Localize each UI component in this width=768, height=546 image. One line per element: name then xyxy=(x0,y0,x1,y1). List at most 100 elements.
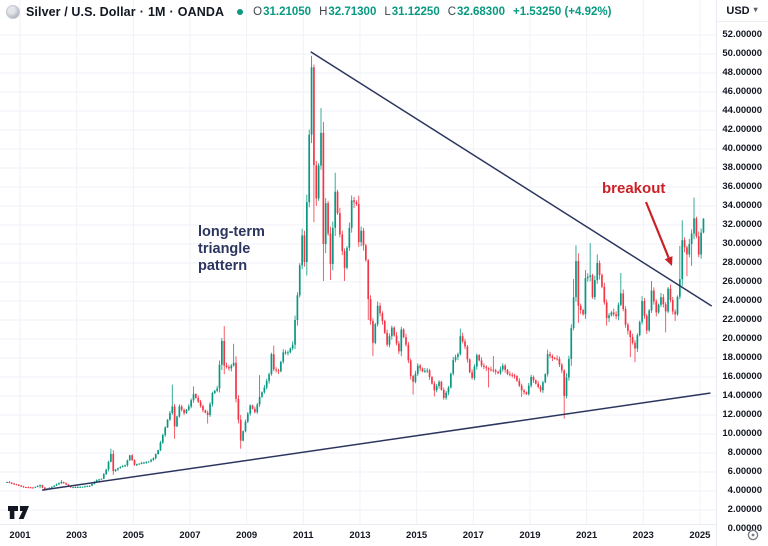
candle xyxy=(466,344,469,363)
candle xyxy=(29,486,32,489)
candle xyxy=(438,380,440,389)
candle xyxy=(313,64,315,223)
candle xyxy=(72,486,74,489)
candle xyxy=(110,448,112,463)
candle xyxy=(568,355,570,381)
candle xyxy=(86,485,89,488)
candle xyxy=(445,390,447,400)
year-tick-label: 2021 xyxy=(576,530,598,541)
candle xyxy=(688,238,691,258)
candle xyxy=(615,311,617,320)
candle xyxy=(202,404,204,413)
price-tick-label: 38.00000 xyxy=(722,162,762,173)
candle xyxy=(102,473,105,480)
year-tick-label: 2025 xyxy=(689,530,711,541)
candle xyxy=(183,408,185,416)
candle xyxy=(697,231,700,258)
candle xyxy=(180,404,183,412)
candle xyxy=(58,482,60,485)
candle xyxy=(575,245,577,302)
currency-label: USD xyxy=(726,4,750,17)
candle xyxy=(246,411,249,424)
candle xyxy=(686,245,688,277)
candle xyxy=(464,338,466,350)
candle xyxy=(603,282,606,305)
candle xyxy=(176,415,178,428)
year-tick-label: 2015 xyxy=(406,530,428,541)
candle xyxy=(8,481,11,484)
candle xyxy=(534,379,537,385)
candle xyxy=(159,440,162,452)
candle xyxy=(74,486,77,489)
candle xyxy=(624,306,627,328)
candle xyxy=(414,370,417,384)
candle xyxy=(289,347,292,354)
candle xyxy=(360,226,362,247)
candle xyxy=(308,129,311,208)
candle xyxy=(622,289,625,312)
candle xyxy=(32,487,34,489)
candle xyxy=(53,485,56,487)
candle xyxy=(331,221,334,271)
candle xyxy=(100,478,103,480)
symbol-title[interactable]: Silver / U.S. Dollar · 1M · OANDA xyxy=(26,5,224,19)
candle xyxy=(284,349,287,355)
candle xyxy=(629,329,632,358)
candle xyxy=(270,352,273,376)
year-tick-label: 2017 xyxy=(462,530,484,541)
chart-canvas[interactable]: long-term triangle pattern breakout xyxy=(0,0,716,524)
candle xyxy=(143,461,145,464)
price-tick-label: 50.00000 xyxy=(722,48,762,59)
candle xyxy=(197,395,200,403)
candle xyxy=(442,387,445,400)
close-value: C 32.68300 xyxy=(447,5,505,18)
candle xyxy=(544,373,547,384)
candle xyxy=(282,349,285,364)
candle xyxy=(475,353,478,370)
candle xyxy=(303,230,306,267)
time-axis[interactable]: 2001 2003 2005 2007 2009 2011 2013 2015 2017 2019… xyxy=(0,524,716,546)
market-status-dot xyxy=(237,8,244,15)
candle xyxy=(124,464,126,467)
candle xyxy=(280,360,282,373)
tradingview-logo[interactable] xyxy=(8,506,30,520)
price-axis[interactable]: 52.00000 50.00000 48.00000 46.00000 44.00000… xyxy=(716,0,768,546)
candle xyxy=(424,367,426,373)
price-tick-label: 18.00000 xyxy=(722,352,762,363)
price-tick-label: 32.00000 xyxy=(722,219,762,230)
currency-selector[interactable]: USD ▾ xyxy=(716,0,768,22)
candle xyxy=(322,121,325,282)
symbol-name: Silver / U.S. Dollar xyxy=(26,4,136,19)
candle xyxy=(79,486,82,488)
candle xyxy=(305,194,308,276)
candle xyxy=(209,402,211,417)
candle xyxy=(537,381,540,389)
chevron-down-icon: ▾ xyxy=(753,4,758,14)
year-tick-label: 2011 xyxy=(292,530,314,541)
candle xyxy=(530,374,532,388)
candle xyxy=(594,275,596,300)
candle xyxy=(497,370,499,375)
candle xyxy=(549,351,551,359)
candle xyxy=(405,333,407,347)
candle xyxy=(192,386,195,403)
candle xyxy=(527,382,530,396)
price-tick-label: 16.00000 xyxy=(722,371,762,382)
candle xyxy=(320,108,322,170)
ascending-support-trendline xyxy=(41,392,711,491)
candle xyxy=(263,384,266,394)
candle xyxy=(695,216,698,239)
candle xyxy=(558,356,561,367)
silver-symbol-logo-icon xyxy=(6,4,20,19)
price-tick-label: 6.00000 xyxy=(727,466,762,477)
candle xyxy=(291,341,294,351)
candle xyxy=(471,369,473,380)
candle xyxy=(268,372,270,384)
year-tick-label: 2009 xyxy=(236,530,258,541)
year-tick-label: 2003 xyxy=(66,530,88,541)
candle xyxy=(560,363,563,374)
candle xyxy=(254,406,256,414)
candle xyxy=(107,460,110,472)
change-value: +1.53250 (+4.92%) xyxy=(513,5,612,18)
price-axis-settings-icon[interactable] xyxy=(746,528,760,542)
